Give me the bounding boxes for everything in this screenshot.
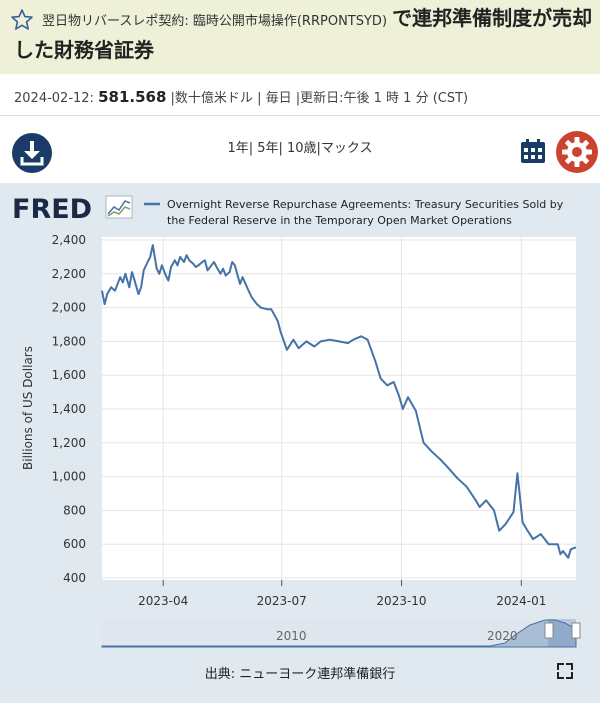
calendar-icon[interactable] [520, 138, 546, 164]
series-line [101, 244, 577, 559]
series-title-big: で連邦準備制度が売却した財務省証券 [14, 6, 593, 62]
chart-panel: FRED Overnight Reverse Repurchase Agreem… [0, 183, 600, 703]
series-title: 翌日物リバースレポ契約: 臨時公開市場操作(RRPONTSYD) で連邦準備制度… [14, 4, 594, 66]
navigator[interactable]: 2010 2020 [101, 619, 581, 648]
download-icon [20, 141, 44, 166]
source-text: 出典: ニューヨーク連邦準備銀行 [205, 666, 396, 682]
y-tick-label: 600 [63, 537, 86, 551]
x-axis-ticks: 2023-04 2023-07 2023-10 2024-01 [138, 580, 546, 608]
navigator-track [102, 619, 576, 647]
y-axis-label: Billions of US Dollars [21, 346, 35, 470]
title-banner: 翌日物リバースレポ契約: 臨時公開市場操作(RRPONTSYD) で連邦準備制度… [0, 0, 600, 74]
gear-icon[interactable] [556, 131, 598, 173]
series [101, 244, 577, 559]
x-tick-label: 2023-04 [138, 594, 188, 608]
observation-updated: |更新日:午後 1 時 1 分 (CST) [295, 91, 469, 106]
observation-value: 581.568 [98, 88, 167, 106]
fred-logo-text: FRED [12, 194, 92, 225]
observation-row: 2024-02-12: 581.568 |数十億米ドル | 毎日 |更新日:午後… [14, 87, 468, 106]
y-tick-label: 1,400 [52, 402, 86, 416]
y-tick-label: 1,000 [52, 470, 86, 484]
y-tick-label: 2,000 [52, 301, 86, 315]
y-axis-ticks: 400 600 800 1,000 1,200 1,400 1,600 1,800 2,000 2… [52, 233, 86, 585]
observation-frequency: | 毎日 [257, 91, 292, 106]
y-tick-label: 1,200 [52, 436, 86, 450]
x-tick-label: 2023-10 [376, 594, 426, 608]
y-tick-label: 1,800 [52, 334, 86, 348]
y-tick-label: 1,600 [52, 368, 86, 382]
star-icon[interactable] [10, 8, 34, 32]
legend-line1: Overnight Reverse Repurchase Agreements:… [167, 198, 564, 211]
date-range-selector[interactable]: 1年| 5年| 10歳|マックス [227, 141, 373, 156]
fullscreen-icon[interactable] [557, 663, 573, 679]
navigator-handle-right[interactable] [571, 622, 581, 639]
download-button[interactable] [12, 133, 52, 173]
legend-line2: the Federal Reserve in the Temporary Ope… [167, 214, 512, 227]
grid [102, 237, 576, 580]
y-tick-label: 400 [63, 571, 86, 585]
y-tick-label: 2,200 [52, 267, 86, 281]
x-tick-label: 2024-01 [496, 594, 546, 608]
fred-logo: FRED [12, 194, 133, 225]
chart-svg: FRED Overnight Reverse Repurchase Agreem… [12, 194, 581, 682]
y-tick-label: 800 [63, 503, 86, 517]
navigator-label-2010: 2010 [276, 629, 307, 643]
x-tick-label: 2023-07 [257, 594, 307, 608]
y-tick-label: 2,400 [52, 233, 86, 247]
observation-date: 2024-02-12: [14, 91, 94, 106]
observation-units: |数十億米ドル [170, 91, 253, 106]
series-title-small: 翌日物リバースレポ契約: 臨時公開市場操作(RRPONTSYD) [42, 14, 388, 29]
navigator-handle-left[interactable] [544, 622, 554, 639]
divider [0, 115, 600, 116]
navigator-label-2020: 2020 [487, 629, 518, 643]
